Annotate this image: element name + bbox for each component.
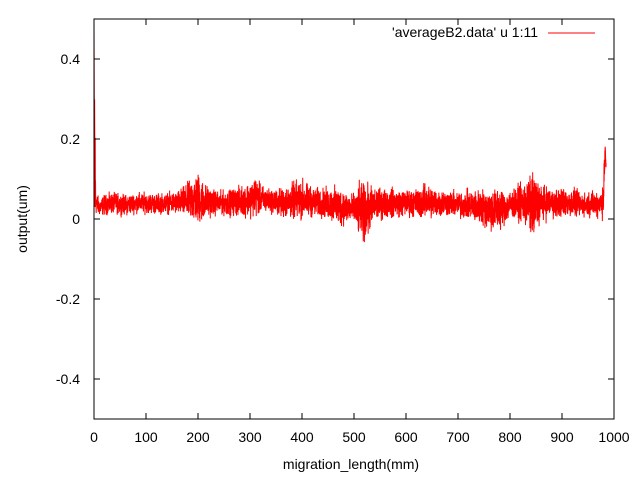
legend: 'averageB2.data' u 1:11 bbox=[392, 24, 595, 40]
x-tick-label: 0 bbox=[90, 429, 98, 445]
y-tick-label: 0.2 bbox=[61, 131, 81, 147]
x-tick-label: 500 bbox=[342, 429, 366, 445]
x-tick-label: 700 bbox=[446, 429, 470, 445]
x-tick-label: 400 bbox=[290, 429, 314, 445]
x-tick-label: 1000 bbox=[598, 429, 629, 445]
legend-label: 'averageB2.data' u 1:11 bbox=[392, 24, 538, 40]
axis-ticks bbox=[93, 19, 615, 419]
x-axis-label: migration_length(mm) bbox=[283, 456, 419, 472]
x-tick-label: 900 bbox=[550, 429, 574, 445]
y-tick-label: 0.4 bbox=[61, 51, 81, 67]
x-tick-label: 800 bbox=[498, 429, 522, 445]
series-line bbox=[93, 18, 607, 243]
y-axis-label: output(um) bbox=[14, 185, 30, 253]
y-tick-label: -0.2 bbox=[56, 291, 80, 307]
y-tick-label: -0.4 bbox=[56, 371, 80, 387]
series-layer bbox=[93, 18, 607, 243]
axis-tick-labels: 0 100 200 300 400 500 600 700 800 900 1000 0.4 0.2 0 -… bbox=[56, 51, 630, 445]
x-tick-label: 300 bbox=[238, 429, 262, 445]
x-tick-label: 100 bbox=[134, 429, 158, 445]
x-tick-label: 200 bbox=[186, 429, 210, 445]
x-tick-label: 600 bbox=[394, 429, 418, 445]
y-tick-label: 0 bbox=[72, 211, 80, 227]
